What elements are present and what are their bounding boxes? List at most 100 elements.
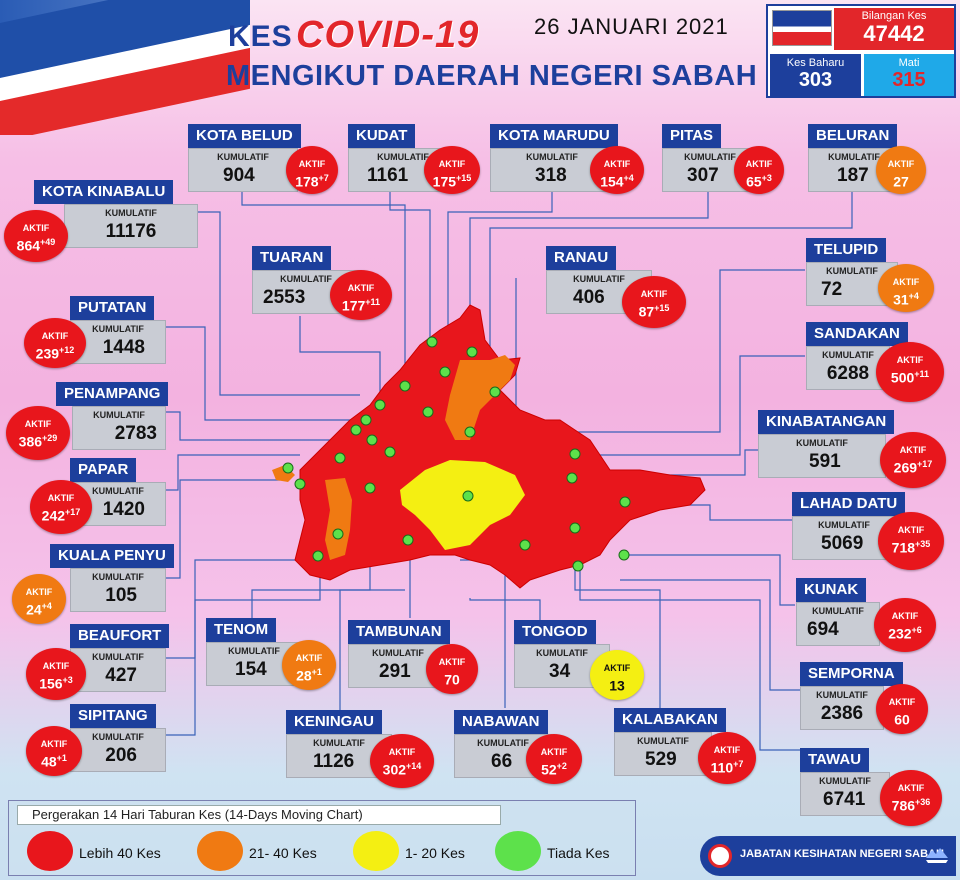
legend-label: Lebih 40 Kes — [79, 845, 161, 861]
legend-dot-icon — [353, 831, 399, 871]
map-markers — [282, 336, 631, 572]
aktif-value: 110+7 — [698, 755, 756, 777]
region-tenom — [272, 465, 295, 482]
aktif-increase: +15 — [654, 303, 670, 313]
aktif-bubble: AKTIF 70 — [426, 644, 478, 694]
aktif-count: 110 — [710, 759, 734, 776]
kumulatif-label: KUMULATIF — [93, 410, 145, 420]
kumulatif-label: KUMULATIF — [526, 152, 578, 162]
district-name: BELURAN — [808, 124, 898, 148]
aktif-label: AKTIF — [295, 653, 323, 663]
district-cumulative-box: KUMULATIF 427 — [70, 648, 166, 692]
aktif-label: AKTIF — [47, 493, 75, 503]
aktif-bubble: AKTIF 156+3 — [26, 648, 86, 700]
aktif-increase: +2 — [556, 761, 567, 771]
region-kuala-penyu — [325, 478, 352, 560]
sabah-logo-icon — [926, 848, 948, 863]
aktif-value: 786+36 — [880, 793, 942, 815]
aktif-bubble: AKTIF 154+4 — [590, 146, 644, 194]
kumulatif-value: 427 — [105, 665, 137, 686]
kumulatif-value: 591 — [809, 451, 841, 472]
aktif-count: 177 — [341, 297, 366, 314]
kumulatif-value: 2553 — [263, 287, 306, 308]
aktif-label: AKTIF — [887, 159, 915, 169]
kumulatif-label: KUMULATIF — [818, 520, 870, 530]
aktif-bubble: AKTIF 864+49 — [4, 210, 68, 262]
aktif-label: AKTIF — [347, 283, 375, 293]
aktif-increase: +7 — [318, 173, 329, 183]
kumulatif-value: 1448 — [102, 337, 145, 358]
aktif-label: AKTIF — [640, 289, 668, 299]
aktif-value: 48+1 — [26, 749, 82, 771]
district-name: SANDAKAN — [806, 322, 908, 346]
page-subtitle: MENGIKUT DAERAH NEGERI SABAH — [226, 60, 758, 92]
district-name: TONGOD — [514, 620, 596, 644]
district-name: TELUPID — [806, 238, 887, 262]
aktif-value: 154+4 — [590, 169, 644, 191]
aktif-label: AKTIF — [388, 747, 416, 757]
aktif-label: AKTIF — [892, 277, 920, 287]
aktif-value: 156+3 — [26, 671, 86, 693]
kumulatif-label: KUMULATIF — [92, 732, 144, 742]
district-cumulative-box: KUMULATIF 6741 — [800, 772, 890, 816]
aktif-count: 718 — [891, 539, 916, 556]
aktif-label: AKTIF — [298, 159, 326, 169]
kumulatif-value: 154 — [235, 659, 267, 680]
new-cases-label: Kes Baharu — [786, 57, 845, 69]
aktif-count: 175 — [432, 173, 457, 190]
aktif-label: AKTIF — [897, 783, 925, 793]
kumulatif-label: KUMULATIF — [477, 738, 529, 748]
aktif-count: 13 — [609, 677, 625, 694]
district-cumulative-box: KUMULATIF 2783 — [72, 406, 166, 450]
report-date: 26 JANUARI 2021 — [534, 14, 729, 39]
aktif-increase: +1 — [56, 753, 67, 763]
aktif-count: 31 — [893, 291, 909, 308]
kumulatif-value: 6741 — [823, 789, 866, 810]
district-name: PAPAR — [70, 458, 137, 482]
aktif-value: 718+35 — [878, 535, 944, 557]
aktif-label: AKTIF — [25, 587, 53, 597]
kumulatif-label: KUMULATIF — [92, 486, 144, 496]
district-name: KUDAT — [348, 124, 416, 148]
kumulatif-label: KUMULATIF — [812, 606, 864, 616]
aktif-bubble: AKTIF 31+4 — [878, 264, 934, 312]
aktif-value: 500+11 — [876, 365, 944, 387]
aktif-bubble: AKTIF 177+11 — [330, 270, 392, 320]
aktif-value: 28+1 — [282, 663, 336, 685]
region-tongod — [400, 460, 525, 550]
kumulatif-label: KUMULATIF — [822, 350, 874, 360]
district-name: KINABATANGAN — [758, 410, 895, 434]
aktif-count: 70 — [444, 671, 460, 688]
aktif-value: 177+11 — [330, 293, 392, 315]
aktif-bubble: AKTIF 386+29 — [6, 406, 70, 460]
kumulatif-value: 2783 — [114, 423, 157, 444]
kumulatif-label: KUMULATIF — [217, 152, 269, 162]
deaths-value: 315 — [892, 69, 926, 91]
legend-title: Pergerakan 14 Hari Taburan Kes (14-Days … — [17, 805, 501, 825]
district-name: KUALA PENYU — [50, 544, 174, 568]
kumulatif-value: 187 — [837, 165, 869, 186]
region-beluran-telupid — [445, 355, 515, 440]
kumulatif-label: KUMULATIF — [105, 208, 157, 218]
aktif-count: 48 — [41, 753, 57, 770]
kumulatif-label: KUMULATIF — [828, 152, 880, 162]
kumulatif-value: 307 — [687, 165, 719, 186]
kumulatif-label: KUMULATIF — [573, 274, 625, 284]
kumulatif-value: 105 — [105, 585, 137, 606]
aktif-bubble: AKTIF 178+7 — [286, 146, 338, 194]
kumulatif-value: 11176 — [105, 221, 157, 242]
aktif-increase: +4 — [41, 601, 52, 611]
district-cumulative-box: KUMULATIF 5069 — [792, 516, 896, 560]
district-name: RANAU — [546, 246, 617, 270]
aktif-label: AKTIF — [896, 355, 924, 365]
aktif-value: 302+14 — [370, 757, 434, 779]
kumulatif-label: KUMULATIF — [816, 690, 868, 700]
aktif-increase: +49 — [40, 237, 56, 247]
kumulatif-label: KUMULATIF — [313, 738, 365, 748]
kumulatif-value: 206 — [105, 745, 137, 766]
aktif-count: 28 — [296, 667, 312, 684]
aktif-increase: +17 — [65, 507, 81, 517]
legend-dot-icon — [27, 831, 73, 871]
aktif-value: 232+6 — [874, 621, 936, 643]
footer-banner: JABATAN KESIHATAN NEGERI SABAH — [700, 836, 956, 876]
